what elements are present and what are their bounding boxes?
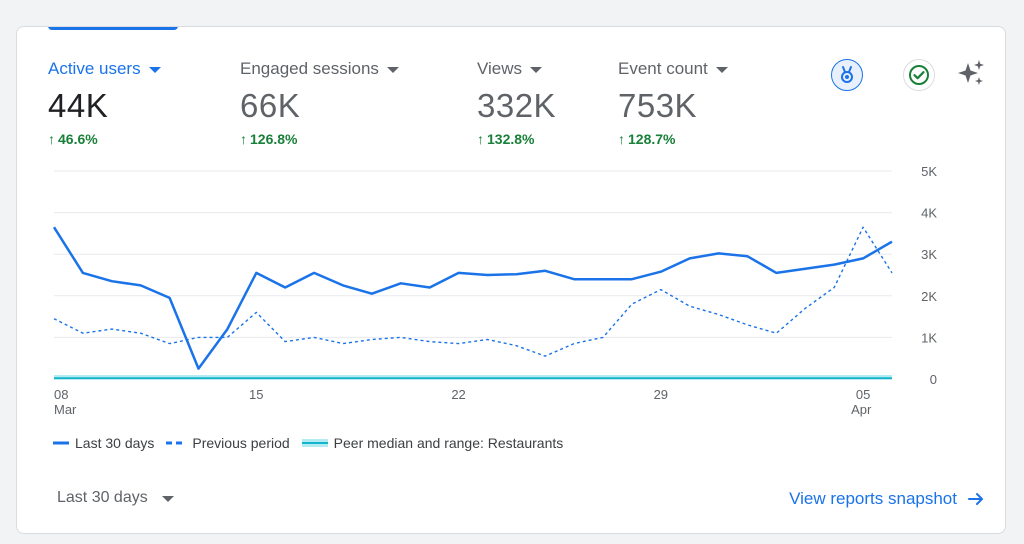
x-tick-label: 29 xyxy=(654,387,668,402)
metric-label: Event count xyxy=(618,59,708,78)
legend-label: Last 30 days xyxy=(75,435,155,451)
metric-change-value: 126.8% xyxy=(250,131,298,147)
metric-header[interactable]: Engaged sessions xyxy=(240,57,399,81)
series-line-previous xyxy=(53,226,893,357)
dashed-line-swatch xyxy=(166,441,187,445)
metric-change: ↑ 128.7% xyxy=(618,131,728,147)
chart-legend: Last 30 days Previous period Peer median… xyxy=(53,435,575,451)
metric-change: ↑ 126.8% xyxy=(240,131,399,147)
y-tick-label: 3K xyxy=(921,247,937,262)
metric-label: Engaged sessions xyxy=(240,59,379,78)
legend-label: Peer median and range: Restaurants xyxy=(333,435,564,451)
y-tick-label: 2K xyxy=(921,289,937,304)
x-tick-label: 08 xyxy=(54,387,68,402)
peer-range-band xyxy=(54,375,892,379)
chart-series xyxy=(52,226,893,380)
date-range-label: Last 30 days xyxy=(57,489,148,506)
x-tick-label: 22 xyxy=(451,387,465,402)
caret-down-icon xyxy=(148,67,161,73)
arrow-up-icon: ↑ xyxy=(477,131,484,147)
arrow-right-icon xyxy=(968,493,983,505)
legend-item-current[interactable]: Last 30 days xyxy=(53,435,154,451)
metric-label: Views xyxy=(477,59,523,78)
sparkle-icon xyxy=(958,60,984,85)
metric-value: 332K xyxy=(477,87,557,124)
y-tick-label: 1K xyxy=(921,330,937,345)
caret-down-icon xyxy=(715,67,728,73)
metric-change-value: 46.6% xyxy=(58,131,98,147)
x-tick-label: 05 xyxy=(856,387,870,402)
y-axis-ticks: 0 1K 2K 3K 4K 5K xyxy=(921,164,937,387)
metric-active-users[interactable]: Active users 44K ↑ 46.6% xyxy=(48,57,161,147)
overview-card: Active users 44K ↑ 46.6% Engaged session… xyxy=(16,26,1006,534)
arrow-up-icon: ↑ xyxy=(240,131,247,147)
metric-change: ↑ 132.8% xyxy=(477,131,556,147)
x-tick-sublabel: Apr xyxy=(851,402,872,417)
y-tick-label: 0 xyxy=(930,372,937,387)
solid-line-swatch xyxy=(53,441,69,445)
legend-item-previous[interactable]: Previous period xyxy=(166,435,290,451)
series-line-current xyxy=(52,226,893,370)
arrow-up-icon: ↑ xyxy=(618,131,625,147)
metric-engaged-sessions[interactable]: Engaged sessions 66K ↑ 126.8% xyxy=(240,57,399,147)
metric-header[interactable]: Active users xyxy=(48,57,161,81)
date-range-select[interactable]: Last 30 days xyxy=(57,489,174,507)
y-tick-label: 5K xyxy=(921,164,937,179)
view-reports-snapshot-link[interactable]: View reports snapshot xyxy=(789,489,985,509)
metric-change-value: 128.7% xyxy=(628,131,676,147)
metric-value: 66K xyxy=(240,87,301,124)
metric-views[interactable]: Views 332K ↑ 132.8% xyxy=(477,57,556,147)
metric-event-count[interactable]: Event count 753K ↑ 128.7% xyxy=(618,57,728,147)
caret-down-icon xyxy=(530,67,543,73)
x-tick-sublabel: Mar xyxy=(54,402,77,417)
ai-insights-button[interactable] xyxy=(955,57,987,89)
link-label: View reports snapshot xyxy=(789,489,957,508)
metric-header[interactable]: Event count xyxy=(618,57,728,81)
arrow-up-icon: ↑ xyxy=(48,131,55,147)
active-tab-indicator xyxy=(48,27,178,30)
ribbon-badge-icon xyxy=(841,66,853,83)
legend-item-peer[interactable]: Peer median and range: Restaurants xyxy=(301,435,564,451)
caret-down-icon xyxy=(161,496,174,502)
metric-value: 44K xyxy=(48,87,109,124)
metric-change-value: 132.8% xyxy=(487,131,535,147)
check-circle-icon xyxy=(909,65,929,85)
legend-label: Previous period xyxy=(192,435,290,451)
insights-button[interactable] xyxy=(831,59,863,91)
metric-change: ↑ 46.6% xyxy=(48,131,161,147)
y-tick-label: 4K xyxy=(921,206,937,221)
metric-header[interactable]: Views xyxy=(477,57,556,81)
x-tick-label: 15 xyxy=(249,387,263,402)
status-button[interactable] xyxy=(903,59,935,91)
metric-value: 753K xyxy=(618,87,698,124)
band-swatch xyxy=(301,439,328,447)
caret-down-icon xyxy=(386,67,399,73)
metric-label: Active users xyxy=(48,59,141,78)
